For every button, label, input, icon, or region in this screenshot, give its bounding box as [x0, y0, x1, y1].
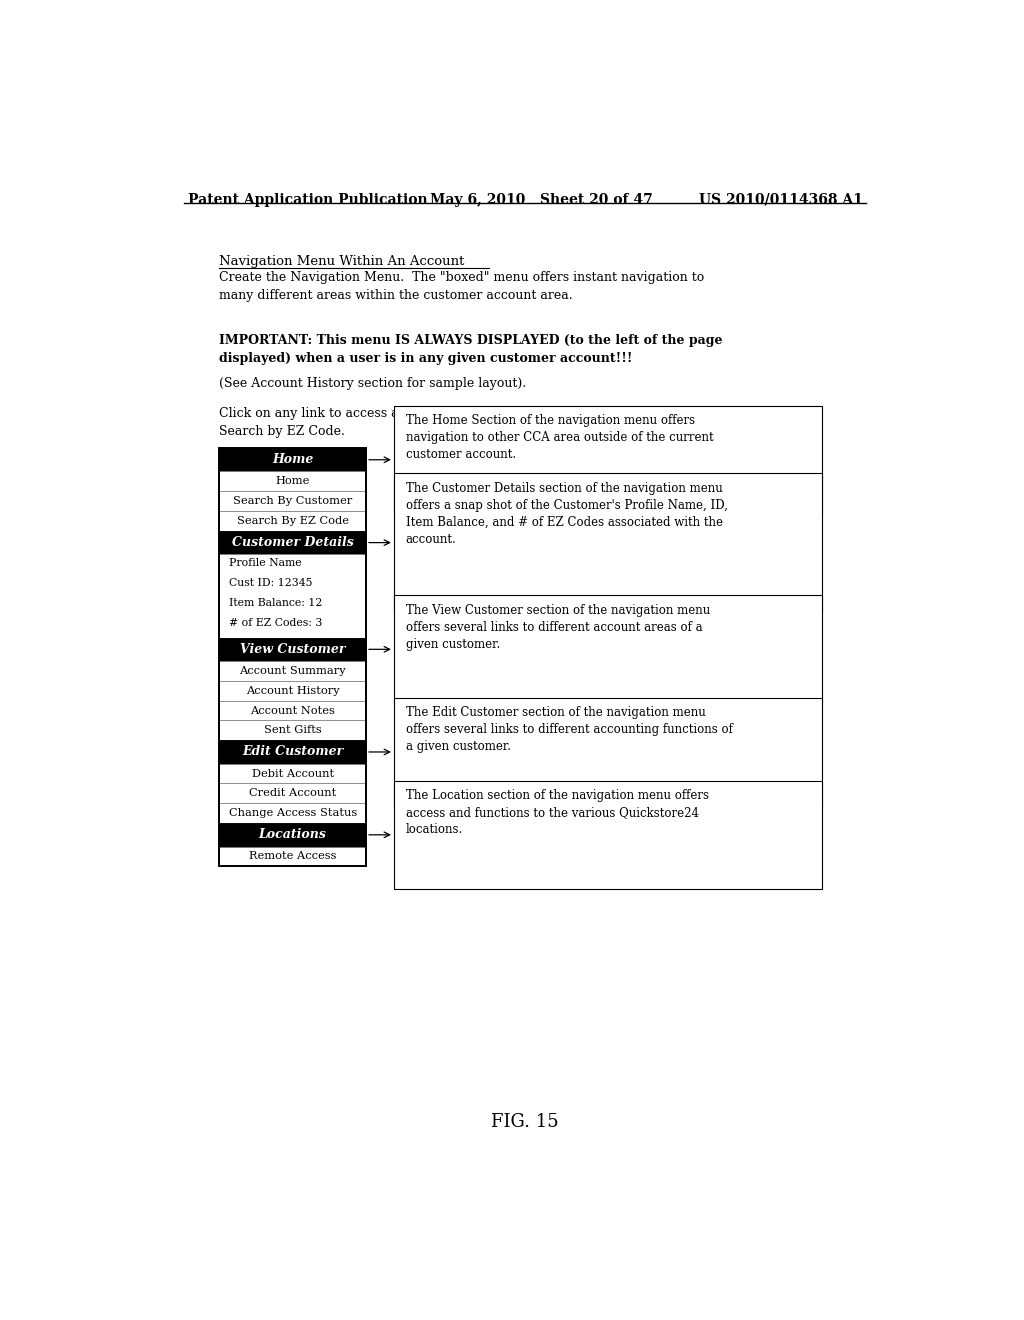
Text: Credit Account: Credit Account [249, 788, 336, 799]
Text: Account Summary: Account Summary [240, 665, 346, 676]
Text: The Edit Customer section of the navigation menu
offers several links to differe: The Edit Customer section of the navigat… [406, 706, 732, 754]
Text: Cust ID: 12345: Cust ID: 12345 [228, 578, 312, 589]
Bar [219, 471, 367, 491]
Text: Search By EZ Code: Search By EZ Code [237, 516, 348, 525]
Bar [219, 511, 367, 531]
Bar [219, 741, 367, 764]
Text: The Home Section of the navigation menu offers
navigation to other CCA area outs: The Home Section of the navigation menu … [406, 414, 714, 461]
Text: Edit Customer: Edit Customer [242, 746, 343, 759]
Text: The Customer Details section of the navigation menu
offers a snap shot of the Cu: The Customer Details section of the navi… [406, 482, 728, 545]
Text: Account Notes: Account Notes [250, 706, 335, 715]
Bar [219, 784, 367, 804]
Text: Account History: Account History [246, 685, 340, 696]
Bar [394, 781, 822, 888]
Bar [219, 846, 367, 866]
Bar [219, 681, 367, 701]
Text: Debit Account: Debit Account [252, 768, 334, 779]
Bar [219, 661, 367, 681]
Text: Sent Gifts: Sent Gifts [264, 726, 322, 735]
Bar [219, 447, 367, 866]
Text: Customer Details: Customer Details [231, 536, 353, 549]
Bar [219, 721, 367, 741]
Text: Change Access Status: Change Access Status [228, 808, 356, 818]
Text: The Location section of the navigation menu offers
access and functions to the v: The Location section of the navigation m… [406, 789, 709, 836]
Text: Profile Name: Profile Name [228, 558, 301, 569]
Bar [394, 698, 822, 805]
Bar [219, 447, 367, 471]
Bar [219, 804, 367, 824]
Text: Click on any link to access a specific area. The Home, Search By Customer, and
S: Click on any link to access a specific a… [219, 408, 725, 438]
Bar [219, 531, 367, 554]
Text: Patent Application Publication: Patent Application Publication [187, 193, 427, 207]
Bar [219, 824, 367, 846]
Bar [219, 701, 367, 721]
Text: # of EZ Codes: 3: # of EZ Codes: 3 [228, 618, 323, 628]
Text: Item Balance: 12: Item Balance: 12 [228, 598, 323, 609]
Text: Navigation Menu Within An Account: Navigation Menu Within An Account [219, 255, 465, 268]
Text: The View Customer section of the navigation menu
offers several links to differe: The View Customer section of the navigat… [406, 603, 710, 651]
Text: IMPORTANT: This menu IS ALWAYS DISPLAYED (to the left of the page
displayed) whe: IMPORTANT: This menu IS ALWAYS DISPLAYED… [219, 334, 723, 364]
Text: Home: Home [272, 453, 313, 466]
Bar [219, 638, 367, 661]
Bar [219, 491, 367, 511]
Text: Locations: Locations [259, 829, 327, 841]
Bar [394, 405, 822, 513]
Text: Remote Access: Remote Access [249, 851, 337, 862]
Text: FIG. 15: FIG. 15 [490, 1113, 559, 1131]
Text: May 6, 2010   Sheet 20 of 47: May 6, 2010 Sheet 20 of 47 [430, 193, 652, 207]
Bar [394, 595, 822, 704]
Text: View Customer: View Customer [240, 643, 345, 656]
Bar [219, 554, 367, 638]
Bar [394, 474, 822, 611]
Text: Create the Navigation Menu.  The "boxed" menu offers instant navigation to
many : Create the Navigation Menu. The "boxed" … [219, 271, 705, 302]
Bar [219, 764, 367, 784]
Text: US 2010/0114368 A1: US 2010/0114368 A1 [699, 193, 863, 207]
Text: Home: Home [275, 477, 310, 486]
Text: (See Account History section for sample layout).: (See Account History section for sample … [219, 378, 526, 389]
Text: Search By Customer: Search By Customer [233, 496, 352, 506]
